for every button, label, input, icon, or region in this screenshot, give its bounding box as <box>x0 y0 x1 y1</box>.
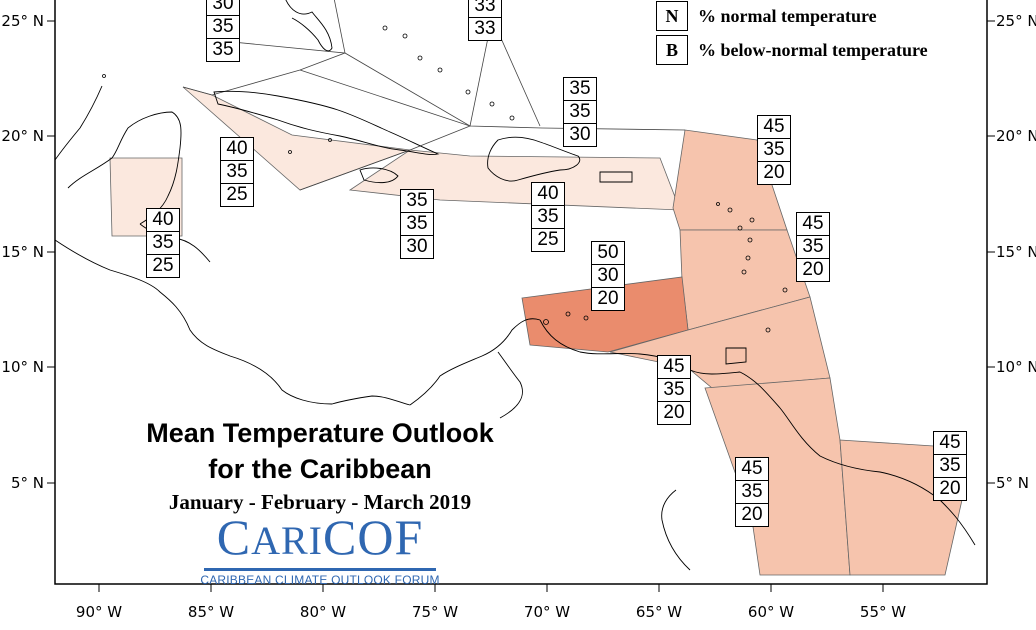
y-axis-ticks <box>47 20 995 484</box>
region-value: 30 <box>212 0 234 14</box>
legend-text: % below-normal temperature <box>698 39 928 60</box>
region-value: 20 <box>658 401 690 424</box>
region-value: 35 <box>207 38 239 61</box>
y-tick-label: 15° N <box>996 243 1036 261</box>
region-value: 35 <box>758 138 790 161</box>
region-box-abc-islands: 50 30 20 <box>591 241 625 311</box>
y-tick-label: 15° N <box>1 243 44 261</box>
x-tick-label: 90° W <box>76 603 122 621</box>
region-value: 25 <box>532 228 564 251</box>
region-value: 35 <box>406 190 428 211</box>
y-tick-labels-left: 25° N 20° N 15° N 10° N 5° N <box>1 12 44 492</box>
region-value: 40 <box>537 183 559 204</box>
legend-row-below: B % below-normal temperature <box>656 35 928 65</box>
legend-key: B <box>656 35 688 65</box>
region-value: 35 <box>207 15 239 38</box>
y-tick-label: 20° N <box>1 127 44 145</box>
region-value: 35 <box>221 160 253 183</box>
x-tick-label: 70° W <box>524 603 570 621</box>
logo-caption: CARIBBEAN CLIMATE OUTLOOK FORUM <box>200 573 440 587</box>
region-box-leeward-islands: 45 35 20 <box>757 115 791 185</box>
map-period: January - February - March 2019 <box>168 490 472 514</box>
region-value: 20 <box>736 503 768 526</box>
region-box-jamaica-cayman: 35 35 30 <box>400 189 434 259</box>
islands <box>102 25 788 333</box>
x-axis-ticks <box>98 584 884 592</box>
region-value: 35 <box>797 235 829 258</box>
region-value: 45 <box>802 213 824 234</box>
region-value: 40 <box>226 138 248 159</box>
region-box-bahamas-nw: 30 35 35 <box>206 0 240 62</box>
region-value: 45 <box>663 356 685 377</box>
region-box-suriname-fg: 45 35 20 <box>933 431 967 501</box>
region-value: 35 <box>564 100 596 123</box>
region-box-guyana: 45 35 20 <box>735 457 769 527</box>
region-value: 45 <box>741 458 763 479</box>
logo-underline <box>204 568 436 571</box>
caricof-logo: CARICOF CARIBBEAN CLIMATE OUTLOOK FORUM <box>200 512 440 587</box>
region-value: 20 <box>797 258 829 281</box>
region-guyana <box>704 377 851 576</box>
logo-wordmark: CARICOF <box>216 509 424 565</box>
region-value: 20 <box>934 477 966 500</box>
region-value: 30 <box>592 264 624 287</box>
map-title-line2: for the Caribbean <box>208 454 432 484</box>
y-tick-label: 25° N <box>996 12 1036 30</box>
map-title-line1: Mean Temperature Outlook <box>146 418 494 448</box>
region-box-trinidad: 45 35 20 <box>657 355 691 425</box>
region-value: 33 <box>474 0 496 16</box>
region-value: 30 <box>564 123 596 146</box>
x-tick-label: 85° W <box>188 603 234 621</box>
x-tick-label: 80° W <box>300 603 346 621</box>
region-value: 40 <box>152 209 174 230</box>
legend-row-normal: N % normal temperature <box>656 1 877 31</box>
region-value: 35 <box>147 231 179 254</box>
y-tick-label: 10° N <box>996 358 1036 376</box>
y-tick-labels-right: 25° N 20° N 15° N 10° N 5° N <box>996 12 1036 492</box>
x-tick-label: 60° W <box>748 603 794 621</box>
region-box-windward-islands: 45 35 20 <box>796 212 830 282</box>
region-value: 25 <box>221 183 253 206</box>
x-tick-label: 65° W <box>636 603 682 621</box>
region-value: 30 <box>401 235 433 258</box>
region-value: 20 <box>592 287 624 310</box>
region-value: 33 <box>469 17 501 40</box>
y-tick-label: 5° N <box>996 474 1029 492</box>
region-value: 35 <box>736 480 768 503</box>
legend-text: % normal temperature <box>698 5 877 26</box>
y-tick-label: 10° N <box>1 358 44 376</box>
coastlines <box>54 0 976 571</box>
region-value: 35 <box>658 378 690 401</box>
x-tick-label: 55° W <box>860 603 906 621</box>
region-value: 35 <box>569 78 591 99</box>
region-box-hispaniola-pr: 40 35 25 <box>531 182 565 252</box>
region-value: 50 <box>597 242 619 263</box>
x-tick-labels: 90° W 85° W 80° W 75° W 70° W 65° W 60° … <box>76 603 906 621</box>
region-value: 35 <box>934 454 966 477</box>
y-tick-label: 20° N <box>996 127 1036 145</box>
region-value: 35 <box>532 205 564 228</box>
region-box-bahamas-se: 33 33 <box>468 0 502 41</box>
legend-key: N <box>656 1 688 31</box>
x-tick-label: 75° W <box>412 603 458 621</box>
region-box-hispaniola-north: 35 35 30 <box>563 77 597 147</box>
region-value: 45 <box>763 116 785 137</box>
region-box-belize: 40 35 25 <box>146 208 180 278</box>
region-value: 45 <box>939 432 961 453</box>
y-tick-label: 25° N <box>1 12 44 30</box>
region-value: 20 <box>758 161 790 184</box>
region-box-cuba: 40 35 25 <box>220 137 254 207</box>
region-value: 25 <box>147 254 179 277</box>
region-value: 35 <box>401 212 433 235</box>
y-tick-label: 5° N <box>11 474 44 492</box>
map-frame <box>54 0 988 585</box>
